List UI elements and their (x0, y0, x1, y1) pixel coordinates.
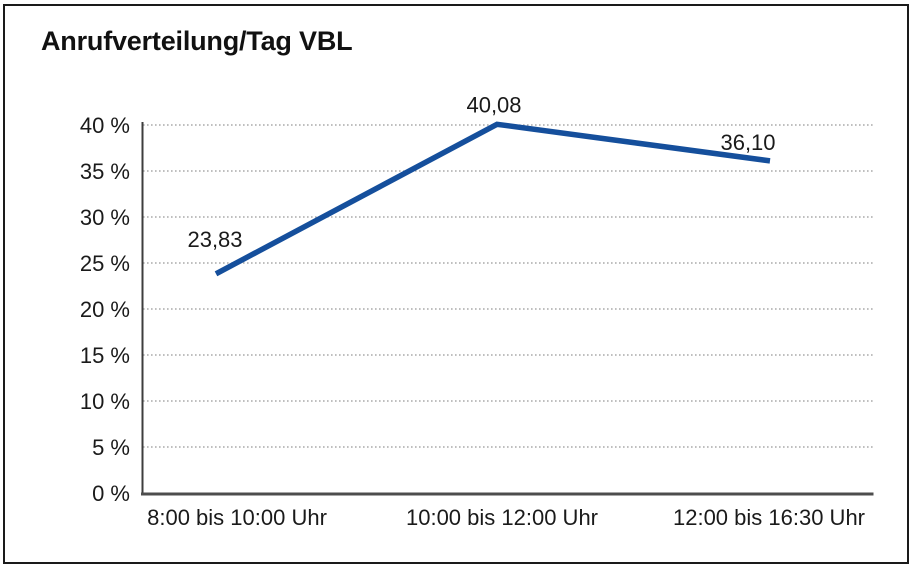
y-tick-label-35: 35 % (80, 159, 130, 184)
data-label-1: 40,08 (466, 92, 521, 117)
y-tick-label-0: 0 % (92, 481, 130, 506)
y-tick-label-40: 40 % (80, 113, 130, 138)
y-tick-label-15: 15 % (80, 343, 130, 368)
data-label-2: 36,10 (720, 130, 775, 155)
y-tick-label-5: 5 % (92, 435, 130, 460)
x-category-label-0: 8:00 bis 10:00 Uhr (147, 505, 327, 530)
x-category-label-2: 12:00 bis 16:30 Uhr (673, 505, 865, 530)
y-tick-label-30: 30 % (80, 205, 130, 230)
y-tick-label-20: 20 % (80, 297, 130, 322)
chart-title: Anrufverteilung/Tag VBL (41, 26, 353, 56)
x-category-label-1: 10:00 bis 12:00 Uhr (406, 505, 598, 530)
data-line-series (214, 121, 771, 277)
y-tick-label-25: 25 % (80, 251, 130, 276)
chart-frame-border (3, 4, 909, 564)
y-tick-label-10: 10 % (80, 389, 130, 414)
data-label-0: 23,83 (187, 227, 242, 252)
